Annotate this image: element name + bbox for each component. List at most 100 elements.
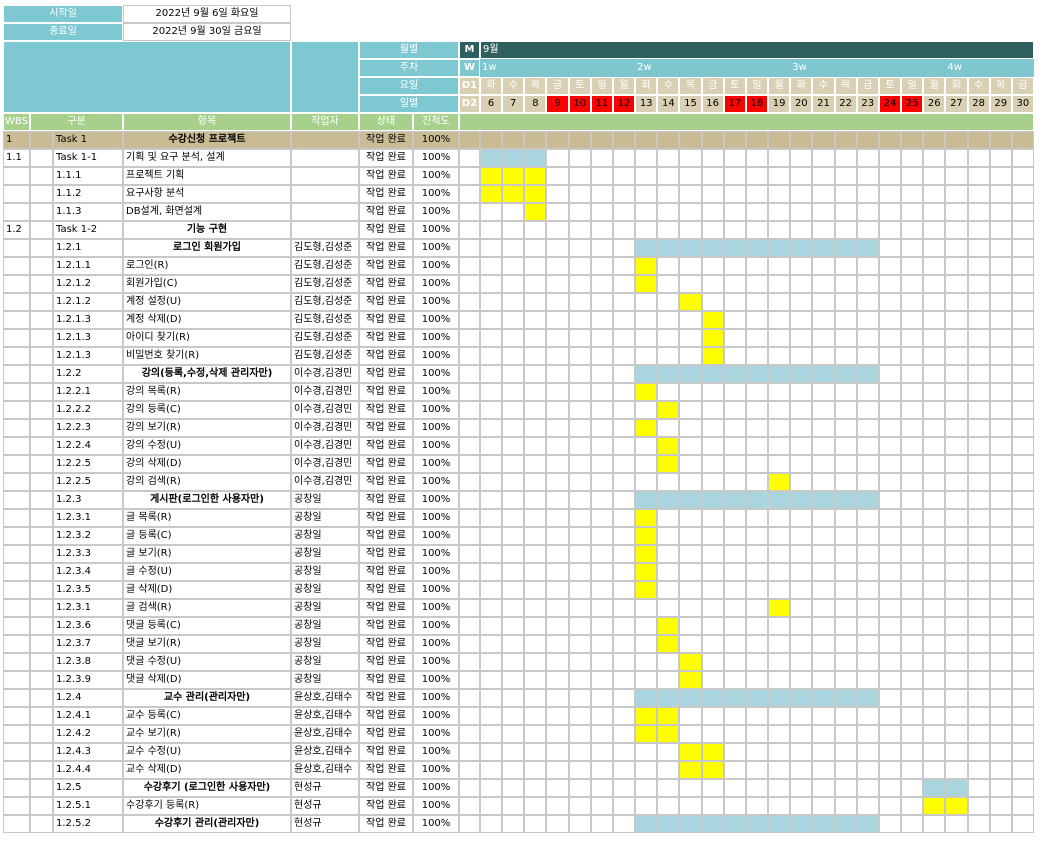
row-wbs <box>3 401 30 419</box>
row-item[interactable]: 댓글 수정(U) <box>123 653 291 671</box>
timeline-cell <box>701 383 724 401</box>
timeline-cell <box>590 635 613 653</box>
row-item[interactable]: 글 보기(R) <box>123 545 291 563</box>
timeline-cell <box>768 131 791 149</box>
timeline-cell <box>989 527 1012 545</box>
dow-cell: 화 <box>635 77 658 95</box>
row-item[interactable]: 글 등록(C) <box>123 527 291 545</box>
gantt-bar-yellow <box>502 167 525 185</box>
row-item[interactable]: 계정 설정(U) <box>123 293 291 311</box>
row-worker: 이수경,김경민 <box>291 401 359 419</box>
row-item[interactable]: 수강신청 프로젝트 <box>123 131 291 149</box>
timeline-cell <box>679 509 702 527</box>
timeline-cell <box>834 437 857 455</box>
timeline-cell <box>901 509 924 527</box>
row-item[interactable]: 기획 및 요구 분석, 설계 <box>123 149 291 167</box>
timeline-cell <box>768 455 791 473</box>
row-item[interactable]: 교수 보기(R) <box>123 725 291 743</box>
row-item[interactable]: 로그인 회원가입 <box>123 239 291 257</box>
gantt-bar-yellow <box>635 545 658 563</box>
timeline-cell <box>635 131 658 149</box>
timeline-cell <box>812 419 835 437</box>
row-item[interactable]: 게시판(로그인한 사용자만) <box>123 491 291 509</box>
timeline-cell <box>790 311 813 329</box>
row-item[interactable]: 계정 삭제(D) <box>123 311 291 329</box>
row-item[interactable]: 글 목록(R) <box>123 509 291 527</box>
timeline-cell <box>524 545 547 563</box>
row-item[interactable]: 강의 삭제(D) <box>123 455 291 473</box>
timeline-cell <box>901 743 924 761</box>
row-item[interactable]: 기능 구현 <box>123 221 291 239</box>
row-item[interactable]: 교수 삭제(D) <box>123 761 291 779</box>
row-item[interactable]: 수강후기 등록(R) <box>123 797 291 815</box>
gantt-bar-blue <box>768 815 791 833</box>
timeline-cell <box>568 725 591 743</box>
row-item[interactable]: 글 삭제(D) <box>123 581 291 599</box>
timeline-cell <box>546 527 569 545</box>
row-item[interactable]: 강의(등록,수정,삭제 관리자만) <box>123 365 291 383</box>
timeline-cell <box>723 617 746 635</box>
row-item[interactable]: 프로젝트 기획 <box>123 167 291 185</box>
row-item[interactable]: DB설계, 화면설계 <box>123 203 291 221</box>
row-item[interactable]: 비밀번호 찾기(R) <box>123 347 291 365</box>
row-code-blank <box>459 383 480 401</box>
row-item[interactable]: 아이디 찾기(R) <box>123 329 291 347</box>
timeline-cell <box>834 653 857 671</box>
timeline-cell <box>989 167 1012 185</box>
timeline-cell <box>945 203 968 221</box>
timeline-cell <box>524 293 547 311</box>
row-item[interactable]: 댓글 삭제(D) <box>123 671 291 689</box>
timeline-cell <box>524 329 547 347</box>
timeline-cell <box>546 653 569 671</box>
row-item[interactable]: 수강후기 관리(관리자만) <box>123 815 291 833</box>
timeline-cell <box>989 329 1012 347</box>
row-item[interactable]: 글 검색(R) <box>123 599 291 617</box>
row-item[interactable]: 요구사항 분석 <box>123 185 291 203</box>
timeline-cell <box>568 311 591 329</box>
row-item[interactable]: 교수 수정(U) <box>123 743 291 761</box>
row-item[interactable]: 강의 등록(C) <box>123 401 291 419</box>
timeline-cell <box>923 491 946 509</box>
timeline-cell <box>989 401 1012 419</box>
row-item[interactable]: 강의 수정(U) <box>123 437 291 455</box>
timeline-cell <box>480 203 503 221</box>
timeline-cell <box>878 509 902 527</box>
row-item[interactable]: 강의 보기(R) <box>123 419 291 437</box>
timeline-cell <box>1011 707 1034 725</box>
timeline-cell <box>546 347 569 365</box>
timeline-cell <box>745 419 769 437</box>
row-code-blank <box>459 707 480 725</box>
row-status: 작업 완료 <box>359 365 413 383</box>
row-item[interactable]: 강의 검색(R) <box>123 473 291 491</box>
row-code-blank <box>459 293 480 311</box>
row-category: 1.2.2.4 <box>53 437 123 455</box>
timeline-cell <box>878 689 902 707</box>
row-item[interactable]: 수강후기 (로그인한 사용자만) <box>123 779 291 797</box>
row-item[interactable]: 교수 등록(C) <box>123 707 291 725</box>
row-item[interactable]: 댓글 등록(C) <box>123 617 291 635</box>
timeline-cell <box>701 203 724 221</box>
row-item[interactable]: 회원가입(C) <box>123 275 291 293</box>
row-item[interactable]: 교수 관리(관리자만) <box>123 689 291 707</box>
timeline-cell <box>1011 401 1034 419</box>
week-label-4w: 4w <box>947 62 962 73</box>
row-item[interactable]: 댓글 보기(R) <box>123 635 291 653</box>
row-category: 1.2.5 <box>53 779 123 797</box>
timeline-cell <box>701 635 724 653</box>
timeline-cell <box>701 131 724 149</box>
end-date-value[interactable]: 2022년 9월 30일 금요일 <box>123 23 291 41</box>
row-wbs-gap <box>30 455 53 473</box>
row-item[interactable]: 로그인(R) <box>123 257 291 275</box>
timeline-cell <box>568 473 591 491</box>
row-item[interactable]: 글 수정(U) <box>123 563 291 581</box>
start-date-value[interactable]: 2022년 9월 6일 화요일 <box>123 5 291 23</box>
gantt-bar-blue <box>745 365 769 383</box>
timeline-cell <box>524 221 547 239</box>
timeline-cell <box>945 275 968 293</box>
row-item[interactable]: 강의 목록(R) <box>123 383 291 401</box>
timeline-cell <box>856 599 879 617</box>
gantt-bar-blue <box>635 491 658 509</box>
row-progress: 100% <box>413 581 459 599</box>
row-progress: 100% <box>413 455 459 473</box>
timeline-cell <box>923 221 946 239</box>
